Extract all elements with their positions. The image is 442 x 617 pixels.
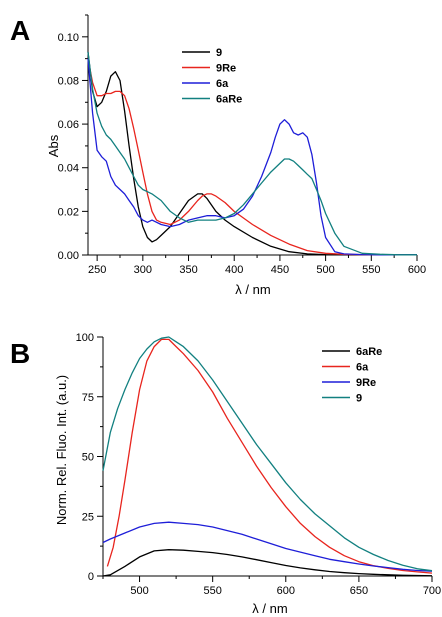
y-tick-label-a: 0.08 bbox=[58, 75, 79, 87]
legend-label-b-6a: 6a bbox=[356, 362, 369, 374]
y-tick-label-a: 0.10 bbox=[58, 32, 79, 44]
x-tick-label-a: 400 bbox=[225, 264, 243, 276]
x-tick-label-a: 450 bbox=[271, 264, 289, 276]
legend-label-a-6are: 6aRe bbox=[216, 94, 242, 106]
panel-letter-a: A bbox=[10, 15, 30, 46]
series-line-a-9re bbox=[87, 58, 417, 256]
x-tick-label-a: 300 bbox=[134, 264, 152, 276]
x-tick-label-b: 550 bbox=[203, 585, 221, 597]
series-line-b-6a bbox=[106, 338, 433, 574]
y-tick-label-a: 0.06 bbox=[58, 119, 79, 131]
x-tick-label-b: 700 bbox=[423, 585, 441, 597]
y-axis-title-a: Abs bbox=[46, 134, 61, 157]
legend-label-b-9re: 9Re bbox=[356, 377, 376, 389]
x-tick-label-b: 600 bbox=[277, 585, 295, 597]
x-tick-label-a: 500 bbox=[316, 264, 334, 276]
axes-b bbox=[102, 337, 432, 577]
series-line-b-6are bbox=[102, 549, 433, 577]
panel-letter-b: B bbox=[10, 338, 30, 369]
x-tick-label-b: 500 bbox=[130, 585, 148, 597]
y-tick-label-a: 0.00 bbox=[58, 250, 79, 262]
x-axis-title-b: λ / nm bbox=[252, 601, 287, 616]
x-tick-label-a: 250 bbox=[88, 264, 106, 276]
x-tick-label-a: 350 bbox=[179, 264, 197, 276]
legend-label-a-9re: 9Re bbox=[216, 63, 236, 75]
y-axis-title-b: Norm. Rel. Fluo. Int. (a.u.) bbox=[54, 375, 69, 525]
x-tick-label-a: 600 bbox=[408, 264, 426, 276]
series-line-b-9 bbox=[102, 336, 433, 572]
legend-label-b-6are: 6aRe bbox=[356, 346, 382, 358]
y-tick-label-b: 25 bbox=[82, 511, 94, 523]
legend-label-a-9: 9 bbox=[216, 47, 222, 59]
legend-label-a-6a: 6a bbox=[216, 78, 229, 90]
series-line-a-9 bbox=[87, 52, 417, 256]
y-tick-label-b: 100 bbox=[76, 332, 94, 344]
x-axis-title-a: λ / nm bbox=[235, 282, 270, 297]
axes-a bbox=[87, 15, 417, 256]
y-tick-label-b: 50 bbox=[82, 452, 94, 464]
y-tick-label-a: 0.02 bbox=[58, 206, 79, 218]
x-tick-label-a: 550 bbox=[362, 264, 380, 276]
series-line-b-9re bbox=[102, 521, 433, 572]
series-line-a-6a bbox=[87, 58, 417, 256]
y-tick-label-a: 0.04 bbox=[58, 163, 79, 175]
y-tick-label-b: 0 bbox=[88, 571, 94, 583]
panel-a: A Abs λ / nm 250 300 350 400 450 500 550 600 0.0… bbox=[10, 14, 426, 297]
legend-label-b-9: 9 bbox=[356, 393, 362, 405]
x-tick-label-b: 650 bbox=[350, 585, 368, 597]
y-tick-label-b: 75 bbox=[82, 392, 94, 404]
panel-b: B Norm. Rel. Fluo. Int. (a.u.) λ / nm 50… bbox=[10, 332, 441, 616]
series-line-a-6are bbox=[87, 52, 417, 256]
